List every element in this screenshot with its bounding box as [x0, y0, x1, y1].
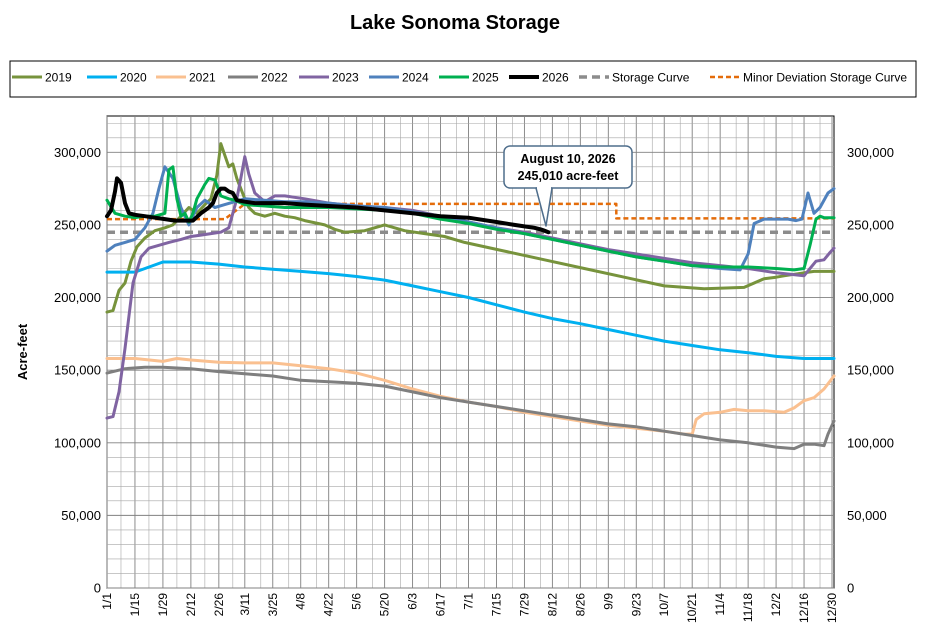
plot-frame	[106, 115, 835, 589]
y-tick-label-left: 100,000	[54, 435, 101, 450]
x-tick-label: 9/23	[629, 593, 643, 617]
y-tick-label-right: 50,000	[847, 508, 887, 523]
legend-label: 2025	[472, 71, 499, 85]
y-axis-right-ticks: 0 50,000 100,000 150,000 200,000 250,000 300,0…	[847, 145, 894, 596]
legend-label: 2026	[542, 71, 569, 85]
y-tick-label-left: 250,000	[54, 217, 101, 232]
x-tick-label: 5/20	[378, 593, 392, 617]
x-tick-label: 1/1	[100, 593, 114, 610]
x-tick-label: 3/25	[266, 593, 280, 617]
x-tick-label: 2/26	[212, 593, 226, 617]
x-tick-label: 11/18	[741, 593, 755, 622]
legend-label: 2023	[332, 71, 359, 85]
y-tick-label-left: 150,000	[54, 363, 101, 378]
y-gridlines	[107, 122, 834, 589]
x-tick-label: 4/8	[294, 593, 308, 610]
legend-label: 2022	[261, 71, 288, 85]
legend: 2019 2020 2021 2022 2023 2024 2025 2026 Storage …	[9, 60, 917, 98]
x-tick-label: 7/15	[489, 593, 503, 617]
y-tick-label-right: 150,000	[847, 363, 894, 378]
x-tick-label: 4/22	[322, 593, 336, 617]
y-axis-label: Acre-feet	[15, 323, 30, 380]
y-tick-label-right: 0	[847, 581, 854, 596]
series-line-2023	[105, 155, 836, 420]
y-tick-label-right: 300,000	[847, 145, 894, 160]
x-tick-label: 2/12	[184, 593, 198, 617]
plot-area	[105, 115, 836, 589]
series-layer	[105, 142, 836, 451]
legend-label: Storage Curve	[612, 71, 690, 85]
x-axis-ticks: 1/1 1/15 1/29 2/12 2/26 3/11 3/25 4/8 4/22 5/6 5/2…	[100, 593, 839, 623]
legend-label: 2019	[45, 71, 72, 85]
series-line-2022	[105, 365, 836, 451]
x-tick-label: 10/7	[657, 593, 671, 617]
legend-box	[9, 60, 917, 98]
x-tick-label: 12/2	[769, 593, 783, 617]
series-line-2019	[105, 142, 836, 314]
legend-label: 2020	[120, 71, 147, 85]
x-tick-label: 5/6	[350, 593, 364, 610]
x-tick-label: 1/29	[156, 593, 170, 617]
y-tick-label-left: 300,000	[54, 145, 101, 160]
annotation-value: 245,010 acre-feet	[518, 169, 620, 183]
chart-title: Lake Sonoma Storage	[350, 12, 560, 34]
y-tick-label-right: 200,000	[847, 290, 894, 305]
series-line-2025	[105, 165, 836, 272]
x-tick-label: 7/1	[462, 593, 476, 610]
y-tick-label-left: 50,000	[61, 508, 101, 523]
x-tick-label: 6/17	[434, 593, 448, 617]
y-tick-label-right: 250,000	[847, 217, 894, 232]
y-tick-label-left: 0	[94, 581, 101, 596]
x-tick-label: 8/26	[573, 593, 587, 617]
series-line-minor-deviation-storage-curve	[107, 202, 834, 221]
x-gridlines	[106, 116, 833, 588]
y-tick-label-right: 100,000	[847, 435, 894, 450]
x-tick-label: 12/30	[825, 593, 839, 623]
annotation-date: August 10, 2026	[520, 152, 615, 166]
x-tick-label: 9/9	[601, 593, 615, 610]
annotation: August 10, 2026 245,010 acre-feet	[503, 145, 633, 227]
annotation-pointer-mask	[537, 185, 551, 189]
legend-label: 2021	[189, 71, 216, 85]
y-tick-label-left: 200,000	[54, 290, 101, 305]
x-tick-label: 11/4	[713, 593, 727, 616]
x-tick-label: 3/11	[238, 593, 252, 616]
legend-label: Minor Deviation Storage Curve	[743, 71, 907, 85]
x-tick-label: 8/12	[545, 593, 559, 617]
x-tick-label: 10/21	[685, 593, 699, 623]
x-tick-label: 7/29	[517, 593, 531, 617]
y-axis-left-ticks: 0 50,000 100,000 150,000 200,000 250,000 300,0…	[54, 145, 101, 596]
series-line-2026	[105, 176, 551, 235]
x-tick-label: 1/15	[128, 593, 142, 617]
series-line-2020	[105, 260, 836, 360]
x-tick-label: 6/3	[406, 593, 420, 610]
legend-label: 2024	[402, 71, 429, 85]
annotation-box	[503, 145, 633, 189]
x-tick-label: 12/16	[797, 593, 811, 623]
